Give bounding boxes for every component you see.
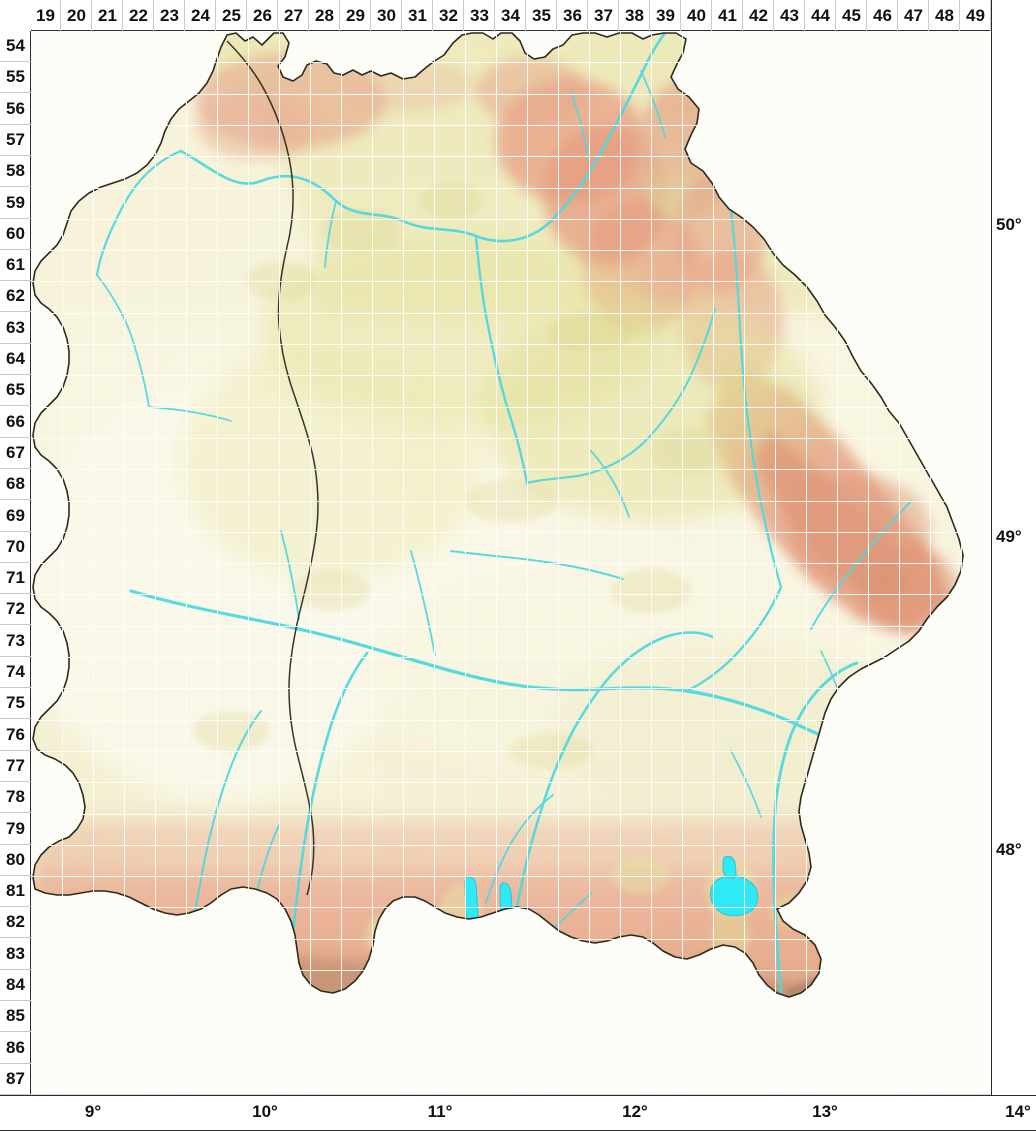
column-header-32[interactable]: 32 — [434, 0, 464, 31]
row-header-76[interactable]: 76 — [0, 720, 31, 751]
row-header-57[interactable]: 57 — [0, 125, 31, 156]
column-header-49[interactable]: 49 — [961, 0, 991, 31]
row-header-70[interactable]: 70 — [0, 532, 31, 563]
row-header-80[interactable]: 80 — [0, 845, 31, 876]
longitude-axis: 9° 10° 11° 12° 13° 14° — [0, 1095, 1036, 1131]
column-header-36[interactable]: 36 — [558, 0, 588, 31]
column-header-row: 19 20 21 22 23 24 25 26 27 28 29 30 31 32 33 34 35 36 37 38… — [31, 0, 992, 31]
row-header-60[interactable]: 60 — [0, 219, 31, 250]
row-header-78[interactable]: 78 — [0, 782, 31, 814]
column-header-38[interactable]: 38 — [620, 0, 650, 31]
longitude-label: 10° — [252, 1102, 278, 1121]
row-header-81[interactable]: 81 — [0, 876, 31, 908]
column-header-37[interactable]: 37 — [589, 0, 619, 31]
row-header-85[interactable]: 85 — [0, 1001, 31, 1033]
column-header-31[interactable]: 31 — [403, 0, 433, 31]
row-header-87[interactable]: 87 — [0, 1064, 31, 1095]
internal-boundary — [226, 40, 319, 896]
column-header-43[interactable]: 43 — [775, 0, 805, 31]
row-header-75[interactable]: 75 — [0, 688, 31, 720]
column-header-45[interactable]: 45 — [837, 0, 867, 31]
longitude-label: 14° — [1005, 1102, 1031, 1121]
row-header-column: 54 55 56 57 58 59 60 61 62 63 64 65 66 67 68 69 70 71 72 73… — [0, 31, 31, 1095]
column-header-42[interactable]: 42 — [744, 0, 774, 31]
row-header-73[interactable]: 73 — [0, 626, 31, 657]
column-header-19[interactable]: 19 — [31, 0, 61, 31]
column-header-41[interactable]: 41 — [713, 0, 743, 31]
column-header-21[interactable]: 21 — [93, 0, 123, 31]
column-header-29[interactable]: 29 — [341, 0, 371, 31]
column-header-28[interactable]: 28 — [310, 0, 340, 31]
map-frame: 19 20 21 22 23 24 25 26 27 28 29 30 31 32 33 34 35 36 37 38… — [0, 0, 1036, 1096]
row-header-79[interactable]: 79 — [0, 814, 31, 845]
longitude-label: 12° — [622, 1102, 648, 1121]
row-header-55[interactable]: 55 — [0, 62, 31, 94]
longitude-label: 9° — [84, 1102, 102, 1121]
row-header-82[interactable]: 82 — [0, 907, 31, 939]
row-header-77[interactable]: 77 — [0, 751, 31, 782]
column-header-26[interactable]: 26 — [248, 0, 278, 31]
row-header-69[interactable]: 69 — [0, 501, 31, 532]
column-header-22[interactable]: 22 — [124, 0, 154, 31]
plot-bottom-edge — [31, 1094, 992, 1096]
row-header-66[interactable]: 66 — [0, 407, 31, 438]
longitude-label: 13° — [812, 1102, 838, 1121]
map-plot-area[interactable] — [31, 31, 992, 1095]
column-header-23[interactable]: 23 — [155, 0, 185, 31]
row-header-61[interactable]: 61 — [0, 250, 31, 282]
column-header-47[interactable]: 47 — [899, 0, 929, 31]
row-header-59[interactable]: 59 — [0, 188, 31, 219]
column-header-34[interactable]: 34 — [496, 0, 526, 31]
row-header-72[interactable]: 72 — [0, 594, 31, 626]
bavaria-border — [32, 32, 964, 998]
longitude-label: 11° — [427, 1102, 453, 1121]
row-header-83[interactable]: 83 — [0, 939, 31, 970]
column-header-46[interactable]: 46 — [868, 0, 898, 31]
plot-right-edge — [991, 0, 993, 1095]
column-header-39[interactable]: 39 — [651, 0, 681, 31]
grid-corner-blank — [0, 0, 31, 31]
row-header-86[interactable]: 86 — [0, 1033, 31, 1064]
relief-terrain — [31, 31, 992, 1095]
column-header-30[interactable]: 30 — [372, 0, 402, 31]
row-header-58[interactable]: 58 — [0, 156, 31, 188]
row-header-84[interactable]: 84 — [0, 970, 31, 1001]
row-header-71[interactable]: 71 — [0, 563, 31, 595]
column-header-40[interactable]: 40 — [682, 0, 712, 31]
row-header-56[interactable]: 56 — [0, 94, 31, 125]
row-header-62[interactable]: 62 — [0, 281, 31, 313]
column-header-25[interactable]: 25 — [217, 0, 247, 31]
column-header-48[interactable]: 48 — [930, 0, 960, 31]
row-header-63[interactable]: 63 — [0, 313, 31, 344]
column-header-24[interactable]: 24 — [186, 0, 216, 31]
column-header-27[interactable]: 27 — [279, 0, 309, 31]
row-header-65[interactable]: 65 — [0, 375, 31, 407]
column-header-33[interactable]: 33 — [465, 0, 495, 31]
row-header-68[interactable]: 68 — [0, 469, 31, 501]
latitude-axis: 50° 49° 48° — [992, 0, 1036, 1095]
column-header-20[interactable]: 20 — [62, 0, 92, 31]
latitude-label: 48° — [996, 840, 1022, 859]
row-header-67[interactable]: 67 — [0, 438, 31, 469]
row-header-64[interactable]: 64 — [0, 344, 31, 375]
column-header-44[interactable]: 44 — [806, 0, 836, 31]
column-header-35[interactable]: 35 — [527, 0, 557, 31]
latitude-label: 49° — [996, 527, 1022, 546]
row-header-54[interactable]: 54 — [0, 31, 31, 62]
latitude-label: 50° — [996, 215, 1022, 234]
row-header-74[interactable]: 74 — [0, 657, 31, 688]
